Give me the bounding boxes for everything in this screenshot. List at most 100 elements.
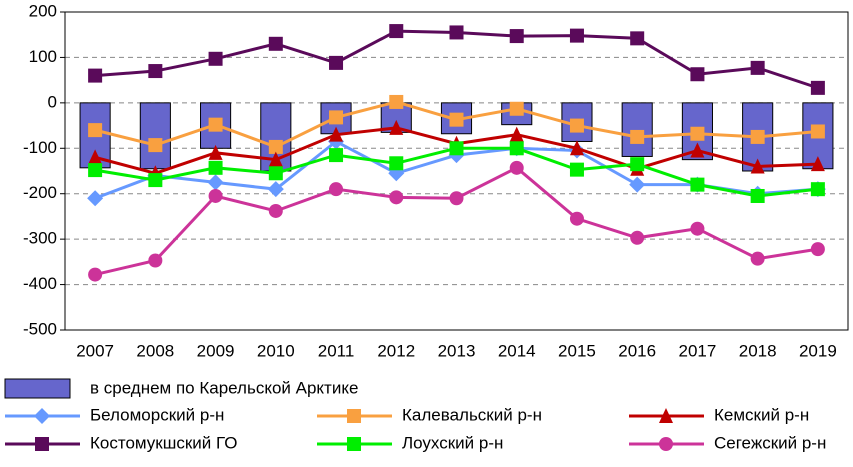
- marker: [329, 126, 344, 142]
- legend-label: Костомукшский ГО: [90, 433, 238, 452]
- marker: [810, 124, 825, 139]
- marker: [630, 31, 645, 46]
- marker: [208, 51, 223, 66]
- marker: [389, 119, 404, 135]
- legend-marker: [659, 437, 673, 451]
- x-tick-label: 2009: [197, 341, 235, 360]
- marker: [148, 138, 163, 153]
- marker: [569, 28, 584, 43]
- y-tick-label: -100: [23, 138, 57, 157]
- marker: [268, 151, 283, 167]
- plot-frame: [64, 11, 849, 331]
- marker: [630, 230, 645, 245]
- marker: [329, 55, 344, 70]
- marker: [208, 188, 223, 203]
- marker: [690, 67, 705, 82]
- y-tick-label: -400: [23, 274, 57, 293]
- x-tick-label: 2014: [498, 341, 536, 360]
- x-tick-label: 2010: [257, 341, 295, 360]
- y-tick-label: -200: [23, 183, 57, 202]
- marker: [88, 123, 103, 138]
- x-tick-label: 2008: [136, 341, 174, 360]
- marker: [268, 139, 283, 154]
- marker: [750, 129, 765, 144]
- marker: [569, 162, 584, 177]
- marker: [88, 163, 103, 178]
- marker: [208, 160, 223, 175]
- marker: [690, 142, 705, 158]
- marker: [690, 221, 705, 236]
- legend-marker: [659, 408, 673, 423]
- line: [95, 29, 819, 90]
- marker: [750, 251, 765, 266]
- marker: [569, 118, 584, 133]
- marker: [208, 144, 223, 160]
- marker: [88, 149, 103, 165]
- marker: [329, 148, 344, 163]
- marker: [389, 94, 404, 109]
- marker: [268, 166, 283, 181]
- marker: [208, 117, 223, 132]
- marker: [389, 156, 404, 171]
- marker: [449, 112, 464, 127]
- marker: [569, 211, 584, 226]
- marker: [690, 126, 705, 141]
- legend-label: Калевальский р-н: [402, 405, 542, 424]
- legend-label: Лоухский р-н: [402, 433, 503, 452]
- marker: [509, 29, 524, 44]
- marker: [810, 156, 825, 172]
- legend-label: Сегежский р-н: [714, 433, 826, 452]
- x-tick-label: 2011: [318, 341, 355, 360]
- marker: [268, 203, 283, 218]
- marker: [389, 190, 404, 205]
- x-tick-label: 2018: [739, 341, 777, 360]
- legend-swatch: [4, 378, 71, 399]
- marker: [630, 157, 645, 172]
- marker: [148, 253, 163, 268]
- line: [94, 166, 819, 277]
- y-tick-label: 200: [29, 1, 57, 20]
- x-tick-label: 2017: [679, 341, 717, 360]
- marker: [810, 242, 825, 257]
- marker: [569, 140, 584, 156]
- y-tick-label: -300: [23, 229, 57, 248]
- marker: [268, 36, 283, 51]
- x-tick-label: 2007: [76, 341, 114, 360]
- marker: [148, 173, 163, 188]
- legend-label: в среднем по Карельской Арктике: [90, 378, 358, 397]
- marker: [810, 80, 825, 95]
- legend-marker: [34, 408, 50, 424]
- x-tick-label: 2016: [618, 341, 656, 360]
- legend-marker: [35, 437, 49, 451]
- marker: [690, 177, 705, 192]
- bar: [621, 102, 653, 157]
- marker: [509, 101, 524, 116]
- marker: [267, 181, 284, 198]
- y-tick-label: 0: [48, 92, 57, 111]
- marker: [750, 188, 765, 203]
- marker: [629, 176, 646, 193]
- legend-label: Беломорский р-н: [90, 405, 224, 424]
- x-tick-label: 2015: [558, 341, 596, 360]
- x-tick-label: 2012: [377, 341, 415, 360]
- marker: [509, 141, 524, 156]
- marker: [810, 182, 825, 197]
- bar: [139, 102, 171, 170]
- marker: [87, 190, 104, 207]
- marker: [207, 174, 224, 191]
- x-tick-label: 2013: [438, 341, 476, 360]
- marker: [449, 25, 464, 40]
- marker: [449, 141, 464, 156]
- legend-marker: [347, 437, 361, 451]
- legend-marker: [347, 409, 361, 423]
- marker: [509, 126, 524, 142]
- marker: [329, 110, 344, 125]
- marker: [750, 158, 765, 174]
- y-tick-label: 100: [29, 47, 57, 66]
- x-tick-label: 2019: [799, 341, 837, 360]
- marker: [449, 191, 464, 206]
- marker: [630, 129, 645, 144]
- marker: [88, 267, 103, 282]
